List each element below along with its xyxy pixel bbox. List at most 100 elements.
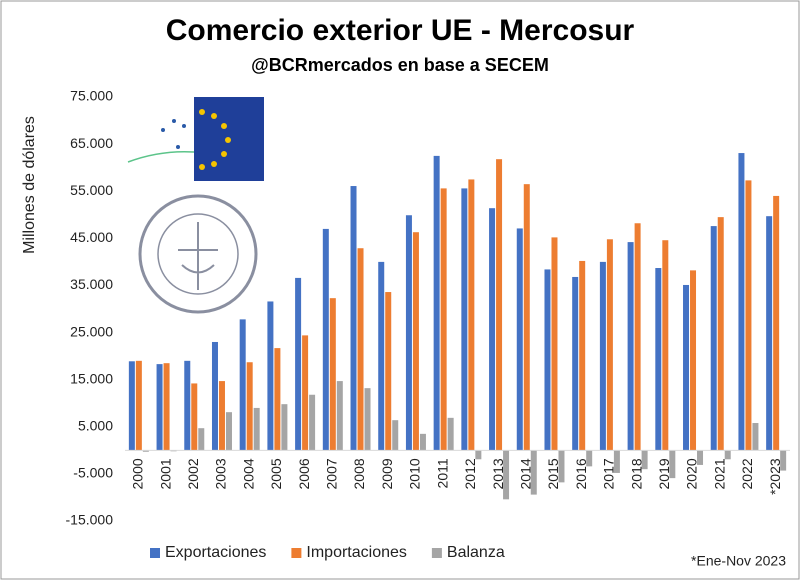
x-tick-label: 2017 <box>601 458 617 489</box>
x-tick-label: *2023 <box>767 458 783 495</box>
bar <box>329 298 336 451</box>
legend-label: Balanza <box>447 544 505 561</box>
bar <box>468 179 475 451</box>
bar <box>627 242 634 451</box>
bar <box>613 450 620 473</box>
seal-logo <box>138 194 258 314</box>
bar <box>683 284 690 451</box>
bar <box>253 407 260 451</box>
x-tick-label: 2020 <box>684 458 700 489</box>
bar <box>433 155 440 451</box>
eu-logo <box>127 97 264 181</box>
bar <box>662 240 669 451</box>
legend-label: Importaciones <box>306 544 407 561</box>
bar <box>295 277 302 451</box>
bar <box>766 216 773 451</box>
bar <box>530 450 537 495</box>
bar <box>710 226 717 451</box>
bar <box>191 383 198 451</box>
bar <box>198 428 205 451</box>
bar <box>523 184 530 451</box>
chart-subtitle: @BCRmercados en base a SECEM <box>251 55 549 75</box>
bar <box>322 228 329 451</box>
x-tick-label: 2012 <box>462 458 478 489</box>
y-tick-label: 35.000 <box>70 276 113 292</box>
bar <box>516 228 523 451</box>
y-tick-label: 75.000 <box>70 88 113 104</box>
x-tick-label: 2021 <box>711 458 727 489</box>
x-tick-label: 2010 <box>407 458 423 489</box>
legend-swatch <box>431 548 442 558</box>
bar <box>496 159 503 451</box>
bar <box>717 217 724 451</box>
x-tick-label: 2019 <box>656 458 672 489</box>
bar <box>336 381 343 451</box>
y-tick-label: 5.000 <box>78 417 113 433</box>
y-tick-label: -5.000 <box>73 465 113 481</box>
bar <box>184 360 191 451</box>
y-tick-label: 25.000 <box>70 323 113 339</box>
x-tick-label: 2007 <box>324 458 340 489</box>
bar <box>156 364 163 451</box>
bar <box>697 450 704 465</box>
chart-title: Comercio exterior UE - Mercosur <box>166 14 635 47</box>
bar <box>447 417 454 451</box>
x-tick-label: 2022 <box>739 458 755 489</box>
bar <box>142 450 149 452</box>
bar <box>690 270 697 451</box>
bar <box>357 248 364 451</box>
bar <box>267 301 274 451</box>
bar <box>461 188 468 451</box>
bar <box>350 186 357 451</box>
bar <box>606 239 613 451</box>
logo-curve <box>127 150 195 163</box>
bar <box>551 237 558 451</box>
x-tick-label: 2004 <box>240 458 256 489</box>
bar <box>773 195 780 451</box>
bar <box>572 276 579 451</box>
bar <box>503 450 510 500</box>
bar <box>738 153 745 451</box>
y-tick-label: 15.000 <box>70 370 113 386</box>
bar <box>440 188 447 451</box>
bar <box>211 341 218 451</box>
x-tick-label: 2001 <box>157 458 173 489</box>
bar <box>419 433 426 451</box>
y-tick-label: 65.000 <box>70 135 113 151</box>
bar <box>641 450 648 470</box>
bar <box>579 260 586 451</box>
bar <box>135 360 142 451</box>
bar <box>364 388 371 451</box>
y-tick-label: -15.000 <box>66 512 114 528</box>
x-tick-label: 2015 <box>545 458 561 489</box>
x-tick-label: 2002 <box>185 458 201 489</box>
bar <box>274 348 281 451</box>
bar <box>281 404 288 451</box>
bar <box>378 261 385 451</box>
bar <box>405 215 412 451</box>
bar <box>558 450 565 483</box>
y-axis-label: Millones de dólares <box>21 116 38 254</box>
legend-swatch <box>291 548 302 558</box>
bar <box>412 232 419 451</box>
bar <box>599 261 606 451</box>
bar <box>752 423 759 451</box>
bar <box>634 223 641 451</box>
y-tick-label: 55.000 <box>70 182 113 198</box>
legend-swatch <box>150 548 160 558</box>
bar <box>218 381 225 451</box>
bar <box>780 450 787 471</box>
bar <box>586 450 593 467</box>
bar <box>392 420 399 451</box>
bar <box>128 361 135 451</box>
bar <box>163 363 170 451</box>
logo-stars <box>161 119 186 149</box>
bar <box>669 450 676 479</box>
x-tick-label: 2003 <box>213 458 229 489</box>
bar <box>239 319 246 451</box>
x-tick-label: 2016 <box>573 458 589 489</box>
legend-label: Exportaciones <box>165 544 266 561</box>
bar <box>745 180 752 451</box>
